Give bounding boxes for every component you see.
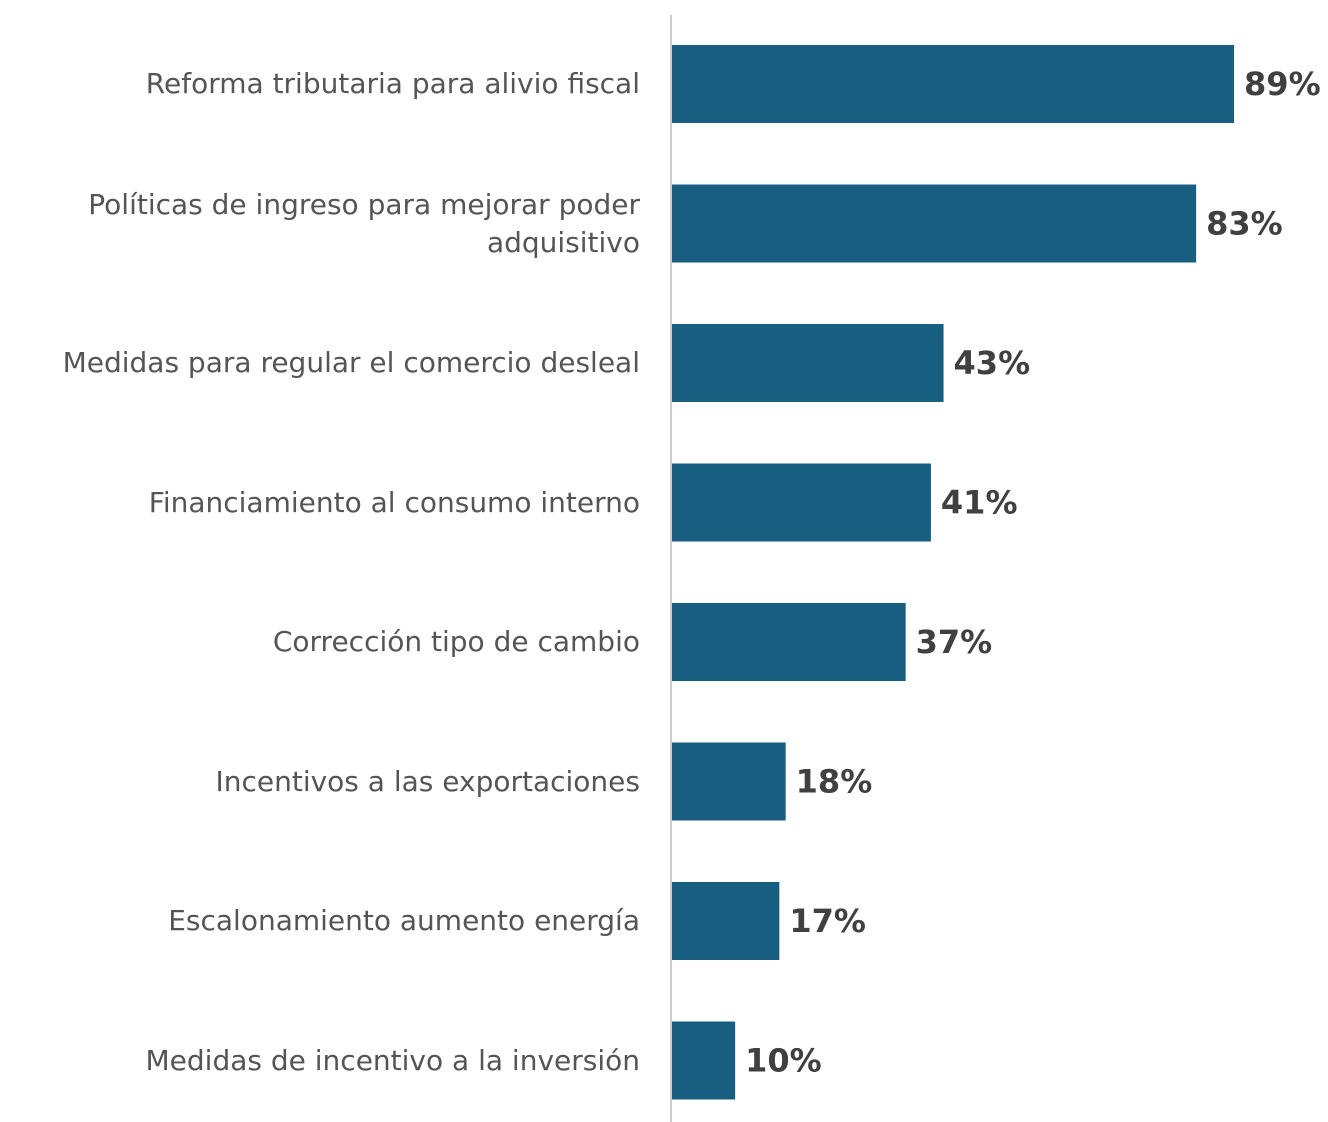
category-label: Escalonamiento aumento energía	[168, 904, 640, 937]
category-label: Medidas para regular el comercio desleal	[62, 346, 640, 379]
value-label: 17%	[789, 902, 866, 940]
bar	[672, 184, 1197, 263]
value-label: 43%	[954, 344, 1031, 382]
bar	[672, 742, 786, 821]
value-label: 10%	[745, 1042, 822, 1080]
value-label: 41%	[941, 484, 1018, 522]
bar	[672, 463, 931, 542]
bar	[672, 603, 906, 681]
bar	[672, 882, 780, 960]
category-label: Reforma tributaria para alivio fiscal	[145, 67, 640, 100]
category-label: Financiamiento al consumo interno	[148, 485, 640, 519]
value-label: 18%	[796, 763, 873, 801]
category-label: Incentivos a las exportaciones	[215, 764, 640, 798]
bar	[672, 324, 944, 402]
category-label: Corrección tipo de cambio	[272, 625, 640, 658]
category-label: Medidas de incentivo a la inversión	[145, 1043, 640, 1077]
category-label: Políticas de ingreso para mejorar poder …	[88, 187, 640, 259]
value-label: 89%	[1244, 65, 1321, 103]
bar	[672, 1021, 736, 1100]
value-label: 37%	[916, 623, 993, 661]
bar	[672, 45, 1235, 123]
value-label: 83%	[1206, 205, 1283, 243]
